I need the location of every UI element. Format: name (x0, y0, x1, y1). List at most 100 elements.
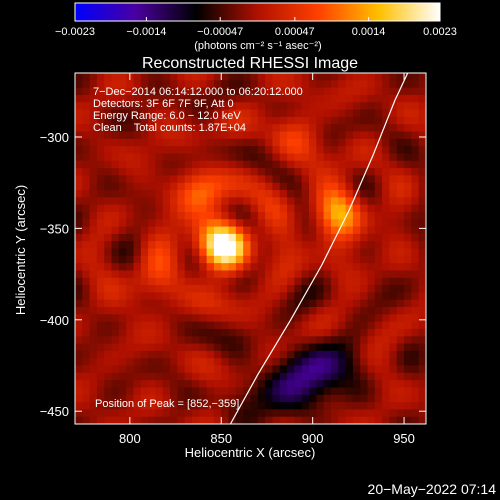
heatmap-cell (75, 292, 83, 301)
heatmap-cell (148, 277, 157, 286)
heatmap-cell (111, 138, 120, 147)
heatmap-cell (345, 263, 354, 272)
heatmap-cell (82, 204, 91, 213)
heatmap-cell (75, 387, 83, 396)
heatmap-cell (367, 116, 376, 125)
heatmap-cell (243, 299, 252, 308)
heatmap-cell (155, 226, 164, 235)
heatmap-cell (228, 131, 237, 140)
heatmap-cell (301, 73, 310, 81)
heatmap-cell (418, 285, 426, 293)
heatmap-cell (309, 241, 317, 250)
heatmap-cell (323, 211, 332, 220)
heatmap-cell (170, 175, 178, 184)
heatmap-cell (82, 350, 91, 359)
heatmap-cell (418, 204, 426, 213)
heatmap-cell (294, 394, 303, 403)
heatmap-cell (111, 358, 120, 367)
heatmap-cell (228, 168, 237, 176)
heatmap-cell (374, 124, 383, 133)
heatmap-cell (177, 292, 186, 301)
heatmap-cell (301, 138, 310, 147)
heatmap-cell (192, 372, 200, 381)
heatmap-cell (243, 131, 252, 140)
heatmap-cell (235, 138, 244, 147)
heatmap-cell (265, 124, 274, 133)
heatmap-cell (352, 380, 361, 389)
heatmap-cell (257, 277, 266, 286)
heatmap-cell (96, 402, 105, 410)
heatmap-cell (170, 255, 178, 264)
heatmap-cell (345, 168, 354, 176)
heatmap-cell (374, 94, 383, 103)
heatmap-cell (309, 343, 317, 352)
heatmap-cell (206, 365, 215, 374)
heatmap-cell (199, 73, 208, 81)
heatmap-cell (126, 248, 135, 257)
heatmap-cell (294, 109, 303, 118)
y-tick-label: −400 (40, 313, 69, 328)
heatmap-cell (82, 372, 91, 381)
heatmap-cell (323, 285, 332, 293)
heatmap-cell (265, 94, 274, 103)
heatmap-cell (221, 372, 230, 381)
heatmap-cell (162, 372, 171, 381)
heatmap-cell (155, 277, 164, 286)
heatmap-cell (352, 109, 361, 118)
heatmap-cell (111, 73, 120, 81)
heatmap-cell (126, 219, 135, 228)
heatmap-cell (330, 219, 339, 228)
heatmap-cell (111, 307, 120, 315)
heatmap-cell (184, 299, 193, 308)
heatmap-cell (177, 175, 186, 184)
heatmap-cell (338, 277, 347, 286)
heatmap-cell (367, 277, 376, 286)
heatmap-cell (228, 270, 237, 279)
heatmap-cell (184, 336, 193, 345)
heatmap-cell (148, 190, 157, 198)
heatmap-cell (323, 146, 332, 155)
heatmap-cell (148, 307, 157, 315)
heatmap-cell (82, 153, 91, 162)
heatmap-cell (162, 138, 171, 147)
heatmap-cell (279, 307, 288, 315)
heatmap-cell (82, 80, 91, 89)
heatmap-cell (309, 307, 317, 315)
heatmap-cell (404, 409, 412, 418)
heatmap-cell (133, 168, 142, 176)
heatmap-cell (404, 365, 412, 374)
heatmap-cell (323, 197, 332, 206)
heatmap-cell (177, 102, 186, 111)
heatmap-cell (294, 182, 303, 191)
heatmap-cell (221, 307, 230, 315)
heatmap-cell (360, 358, 369, 367)
heatmap-cell (213, 146, 222, 155)
heatmap-cell (411, 321, 420, 330)
heatmap-cell (126, 270, 135, 279)
heatmap-cell (352, 387, 361, 396)
heatmap-cell (382, 102, 391, 111)
heatmap-cell (96, 80, 105, 89)
heatmap-cell (89, 336, 98, 345)
heatmap-cell (126, 277, 135, 286)
heatmap-cell (374, 277, 383, 286)
heatmap-cell (367, 190, 376, 198)
heatmap-cell (170, 94, 178, 103)
heatmap-cell (228, 102, 237, 111)
heatmap-cell (294, 372, 303, 381)
heatmap-cell (177, 138, 186, 147)
heatmap-cell (316, 350, 325, 359)
heatmap-cell (111, 226, 120, 235)
heatmap-cell (265, 285, 274, 293)
heatmap-cell (345, 292, 354, 301)
heatmap-cell (382, 292, 391, 301)
heatmap-cell (126, 292, 135, 301)
heatmap-cell (287, 380, 295, 389)
heatmap-cell (404, 73, 412, 81)
heatmap-cell (221, 109, 230, 118)
heatmap-cell (294, 248, 303, 257)
heatmap-cell (170, 336, 178, 345)
heatmap-cell (133, 343, 142, 352)
heatmap-cell (374, 285, 383, 293)
heatmap-cell (294, 87, 303, 96)
